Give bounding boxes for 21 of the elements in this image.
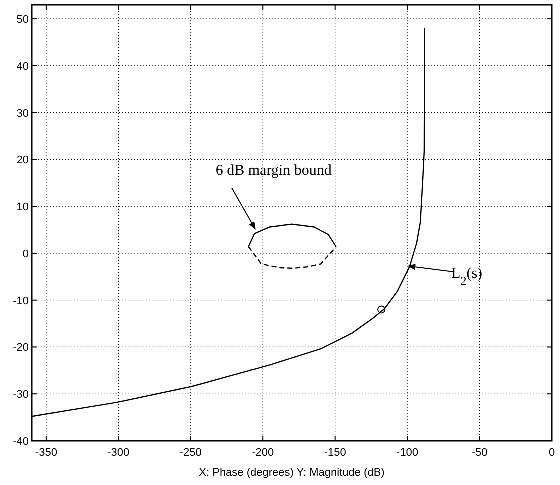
x-tick-label: -350 [35,447,58,459]
x-axis-title: X: Phase (degrees) Y: Magnitude (dB) [199,467,385,479]
x-tick-label: -100 [396,447,419,459]
y-tick-label: 10 [16,202,29,214]
annotation: 6 dB margin bound [216,163,332,180]
y-tick-label: 40 [16,60,29,73]
x-tick-label: -300 [108,447,130,459]
y-tick-label: -10 [13,295,29,308]
annotation: L$_{2}$(s) [452,266,483,288]
x-tick-label: -150 [324,447,346,459]
x-tick-label: -200 [252,447,274,459]
x-tick-label: -250 [180,447,202,459]
y-tick-label: -30 [13,389,29,402]
y-tick-label: -20 [13,342,29,354]
y-tick-label: 50 [16,14,29,26]
y-tick-label: 20 [16,154,29,167]
y-tick-label: 0 [22,248,29,260]
x-tick-label: 0 [548,447,556,459]
y-tick-label: -40 [13,436,29,448]
y-tick-label: 30 [16,108,29,120]
x-tick-label: -50 [472,447,488,459]
